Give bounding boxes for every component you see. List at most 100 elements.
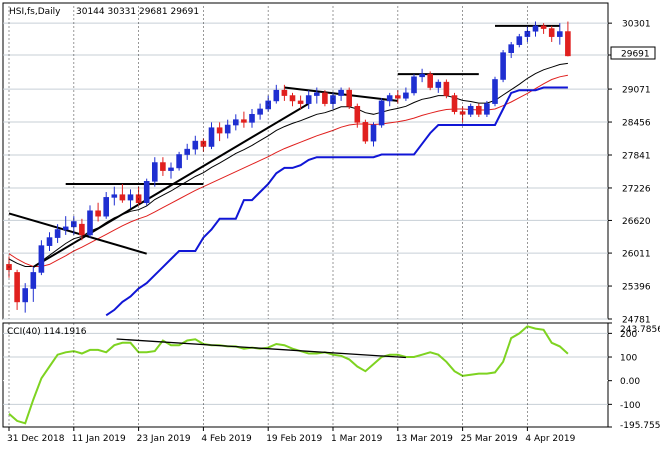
candle [46, 232, 53, 251]
candle-body [435, 81, 442, 88]
candle [338, 87, 344, 101]
candle-body [176, 154, 182, 169]
candle [532, 21, 539, 37]
candle-body [208, 127, 215, 147]
candle [111, 186, 118, 206]
cci-tick-label: -195.7557 [620, 421, 660, 431]
candle [322, 90, 328, 107]
candle-body [403, 92, 409, 99]
candle [565, 21, 571, 57]
date-tick-label: 25 Mar 2019 [461, 434, 518, 444]
candle [411, 74, 417, 96]
candle [419, 68, 425, 83]
trend-line [32, 102, 310, 268]
candle-body [14, 272, 20, 303]
last-price-box [610, 46, 656, 60]
candle-body [119, 194, 126, 201]
candle-body [508, 44, 515, 53]
candle-body [38, 245, 45, 273]
candle-body [484, 103, 490, 115]
candle-body [273, 89, 280, 102]
candle [216, 122, 223, 142]
candle [103, 192, 109, 219]
candle-body [216, 127, 223, 134]
last-price-label: 29691 [621, 50, 650, 60]
cci-trend-line [116, 338, 406, 359]
candle [273, 84, 280, 104]
candle-body [87, 210, 93, 236]
candle [378, 98, 385, 128]
candle-body [257, 108, 263, 115]
candle [484, 100, 490, 117]
candle-body [532, 25, 539, 32]
candle [119, 183, 126, 203]
candle-body [265, 100, 272, 110]
candle-body [289, 95, 296, 102]
header-symbol: HSI,fs,Daily [9, 7, 61, 17]
candle [548, 25, 555, 42]
candle [427, 71, 434, 91]
candle-body [160, 162, 166, 171]
candle-body [540, 25, 547, 29]
candle-body [184, 148, 190, 155]
candle [38, 240, 45, 276]
cci-line [8, 325, 569, 425]
price-axis: 3030129707290712845627841272262662026011… [608, 20, 651, 326]
candle [54, 224, 61, 243]
date-axis: 31 Dec 2018 11 Jan 2019 23 Jan 2019 4 Feb 2… [7, 6, 576, 444]
candle [475, 103, 482, 117]
cci-indicator-label: CCI(40) 114.1916 [7, 327, 87, 337]
cci-tick-label: 200 [620, 330, 637, 340]
cci-layer [3, 325, 608, 425]
date-tick-label: 1 Mar 2019 [331, 434, 383, 444]
candle [516, 33, 523, 48]
candle-body [30, 272, 37, 289]
candle-body [305, 95, 312, 104]
price-tick-label: 27841 [622, 151, 651, 161]
candle [451, 92, 458, 115]
candle-body [46, 237, 53, 246]
price-tick-label: 27226 [622, 184, 651, 194]
stop-line [105, 86, 568, 317]
price-tick-label: 26620 [622, 217, 651, 227]
candle-body [565, 31, 571, 57]
candle-body [152, 162, 158, 182]
candle [224, 119, 231, 139]
candle [346, 87, 353, 109]
candle-body [103, 197, 109, 217]
candle [362, 119, 369, 144]
candle-body [475, 105, 482, 115]
candle [143, 178, 150, 206]
candle-body [62, 226, 69, 230]
candle-body [313, 92, 320, 96]
candle [540, 23, 547, 34]
candle-body [346, 89, 353, 107]
candle-body [443, 81, 450, 96]
price-tick-label: 30301 [622, 20, 651, 30]
candle [127, 189, 134, 209]
indicator-panel-frame [2, 322, 609, 428]
candle-body [127, 194, 134, 201]
candle [443, 79, 450, 99]
candle-body [516, 36, 523, 45]
price-tick-label: 25396 [622, 283, 651, 293]
candle [95, 202, 101, 222]
candle [14, 269, 20, 310]
cci-tick-label: 100 [620, 354, 637, 364]
header-ohlc: 30144 30331 29681 29691 [76, 7, 199, 17]
candle [79, 218, 85, 241]
cci-tick-label: 243.7856 [620, 325, 660, 335]
candle-body [354, 105, 361, 123]
candle-body [338, 89, 344, 96]
candle [184, 143, 190, 160]
candle-body [79, 223, 85, 236]
candle [241, 111, 247, 128]
candle [403, 87, 409, 101]
candle [233, 114, 239, 131]
date-tick-label: 31 Dec 2018 [7, 434, 65, 444]
candle-body [451, 95, 458, 112]
candle [289, 92, 296, 107]
candle [281, 84, 288, 101]
candle-body [95, 210, 101, 217]
cci-tick-label: 0.00 [620, 377, 640, 387]
